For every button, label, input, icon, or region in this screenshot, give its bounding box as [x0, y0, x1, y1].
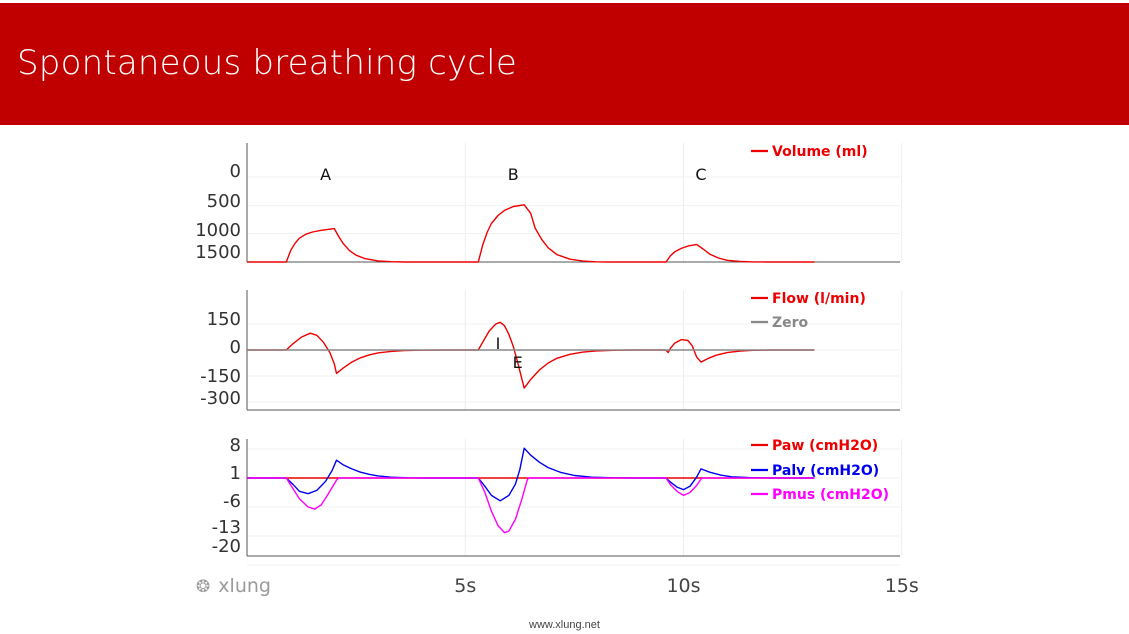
panel3-y-tick-label: 1 [230, 463, 241, 484]
panel2-series-flow-l-min [247, 321, 815, 389]
panel1-annotation-c: C [695, 165, 706, 184]
panel1-y-tick-label: 0 [230, 161, 241, 182]
panel3-y-tick-label: -6 [223, 491, 241, 512]
panel3-y-tick-label: -13 [212, 517, 241, 538]
logo-text: xlung [218, 575, 271, 597]
panel2-annotation-i: I [496, 334, 501, 353]
title-bar: Spontaneous breathing cycle [0, 3, 1129, 125]
panel2-annotation-e: E [513, 353, 523, 372]
panel1-y-tick-label: 1000 [195, 220, 241, 241]
panel1-y-tick-label: 1500 [195, 242, 241, 263]
panel1-annotation-a: A [320, 165, 331, 184]
footer-url: www.xlung.net [529, 619, 600, 631]
panel1-series-volume-ml [247, 204, 815, 263]
panel2-legend-label-zero: Zero [772, 315, 809, 331]
panel1-legend-label-volume-ml: Volume (ml) [772, 144, 868, 160]
panel2-y-tick-label: 150 [207, 309, 241, 330]
panel1-annotation-b: B [508, 165, 519, 184]
x-tick-label: 15s [885, 575, 919, 597]
panel3-series-pmus-cmh2o [247, 477, 815, 534]
x-tick-label: 10s [666, 575, 700, 597]
panel3-legend-label-palv-cmh2o: Palv (cmH2O) [772, 463, 879, 479]
slide-title: Spontaneous breathing cycle [17, 43, 517, 83]
panel2-legend-label-flow-l-min: Flow (l/min) [772, 291, 866, 307]
x-tick-label: 5s [454, 575, 476, 597]
panel1-y-tick-label: 500 [207, 191, 241, 212]
panel3-y-tick-label: 8 [230, 435, 241, 456]
panel2-y-tick-label: -300 [200, 388, 241, 409]
xlung-logo: ❂ xlung [196, 575, 271, 597]
panel2-y-tick-label: 0 [230, 337, 241, 358]
panel3-legend-label-pmus-cmh2o: Pmus (cmH2O) [772, 487, 889, 503]
panel2-y-tick-label: -150 [200, 366, 241, 387]
panel3-y-tick-label: -20 [212, 536, 241, 557]
panel3-legend-label-paw-cmh2o: Paw (cmH2O) [772, 438, 878, 454]
xlung-logo-icon: ❂ [196, 577, 211, 597]
panel3-series-palv-cmh2o [247, 447, 815, 502]
